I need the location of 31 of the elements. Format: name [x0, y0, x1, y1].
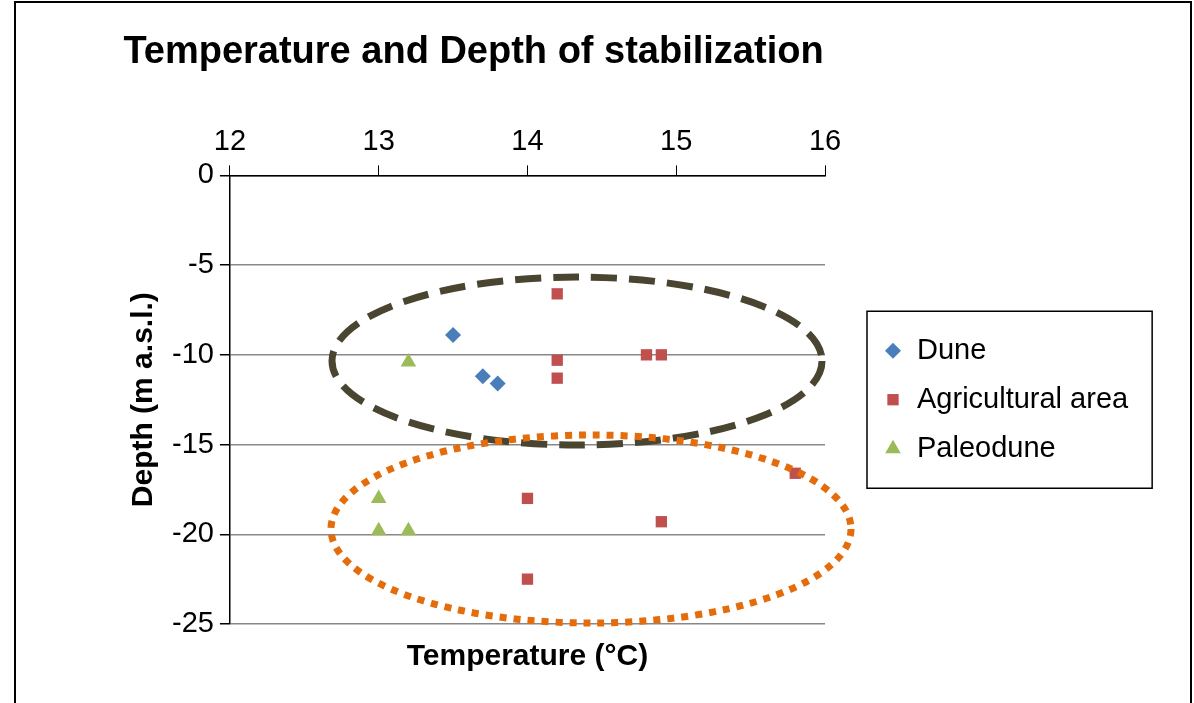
- y-tick-label: -25: [171, 606, 214, 638]
- x-tick-label: 12: [213, 124, 247, 156]
- legend-label: Dune: [917, 332, 987, 365]
- point: [445, 327, 462, 344]
- x-tick-label: 15: [660, 124, 693, 156]
- point: [655, 349, 668, 361]
- y-tick-label: -5: [188, 247, 214, 280]
- x-tick-label: 16: [808, 124, 842, 156]
- legend-label: Paleodune: [917, 430, 1056, 463]
- y-axis-title: Depth (m a.s.l.): [125, 292, 159, 508]
- point: [551, 354, 563, 366]
- point: [551, 372, 563, 384]
- y-tick-label: -15: [171, 426, 214, 459]
- x-tick-label: 13: [362, 124, 395, 156]
- chart-title: Temperature and Depth of stabilization: [123, 29, 824, 72]
- point: [640, 349, 653, 361]
- y-tick-label: -20: [171, 516, 214, 549]
- point: [400, 521, 417, 536]
- point: [370, 521, 387, 536]
- point: [474, 368, 491, 385]
- point: [489, 375, 506, 392]
- legend-label: Agricultural area: [917, 381, 1130, 414]
- point: [551, 288, 563, 300]
- x-axis-title: Temperature (°C): [406, 638, 649, 672]
- x-tick-label: 14: [511, 124, 544, 156]
- point: [370, 489, 387, 503]
- point: [521, 492, 534, 505]
- point: [655, 516, 668, 528]
- point: [521, 573, 534, 585]
- y-tick-label: 0: [197, 157, 214, 190]
- y-tick-label: -10: [171, 336, 214, 369]
